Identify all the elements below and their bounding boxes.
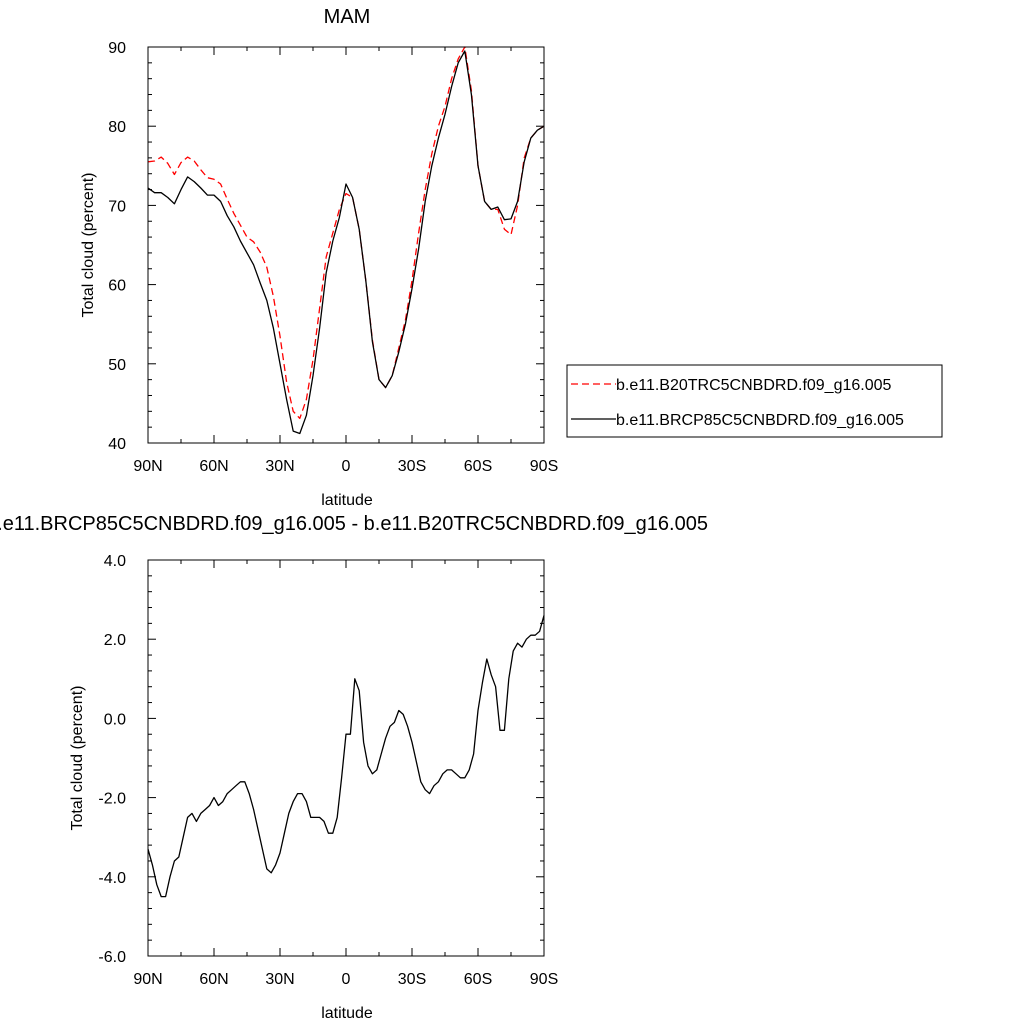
x-axis-label: latitude: [321, 492, 373, 509]
bottom-y-tick-label: 4.0: [104, 553, 126, 570]
chart-difference: b.e11.BRCP85C5CNBDRD.f09_g16.005 - b.e11…: [0, 513, 708, 1022]
top-x-tick-label: 30N: [265, 458, 294, 475]
legend: b.e11.B20TRC5CNBDRD.f09_g16.005 b.e11.BR…: [566, 364, 943, 438]
bottom-series-line-1: [147, 615, 545, 898]
top-y-tick-label: 80: [108, 119, 126, 136]
bottom-y-tick-label: 2.0: [104, 632, 126, 649]
bottom-y-tick-label: 0.0: [104, 711, 126, 728]
top-x-tick-label: 90S: [530, 458, 558, 475]
top-x-tick-label: 60N: [199, 458, 228, 475]
bottom-y-tick-label: -2.0: [98, 791, 126, 808]
chart-title: b.e11.BRCP85C5CNBDRD.f09_g16.005 - b.e11…: [0, 513, 708, 535]
legend-label-historical: b.e11.B20TRC5CNBDRD.f09_g16.005: [616, 377, 892, 394]
chart-title: MAM: [324, 6, 371, 28]
bottom-x-tick-label: 90S: [530, 971, 558, 988]
bottom-x-tick-label: 60S: [464, 971, 492, 988]
top-x-tick-label: 30S: [398, 458, 426, 475]
legend-box: [566, 364, 943, 438]
y-axis-label: Total cloud (percent): [80, 173, 97, 318]
legend-label-rcp85: b.e11.BRCP85C5CNBDRD.f09_g16.005: [616, 412, 904, 429]
top-x-tick-label: 90N: [133, 458, 162, 475]
top-y-tick-label: 50: [108, 357, 126, 374]
bottom-x-tick-label: 90N: [133, 971, 162, 988]
bottom-x-tick-label: 0: [342, 971, 351, 988]
top-y-tick-label: 40: [108, 436, 126, 453]
top-x-tick-label: 60S: [464, 458, 492, 475]
top-y-tick-label: 60: [108, 278, 126, 295]
bottom-x-tick-label: 60N: [199, 971, 228, 988]
x-axis-label: latitude: [321, 1005, 373, 1022]
bottom-y-tick-label: -6.0: [98, 949, 126, 966]
plot-frame: [147, 559, 545, 957]
top-series-line-2: [147, 50, 545, 435]
top-y-tick-label: 70: [108, 198, 126, 215]
plot-frame: [147, 46, 545, 444]
top-y-tick-label: 90: [108, 40, 126, 57]
chart-mam: MAM 90N 60N 30N 0 30S 60S 90S 40 50 60 70 80 90 Tota…: [80, 6, 943, 509]
top-x-tick-label: 0: [342, 458, 351, 475]
bottom-x-tick-label: 30S: [398, 971, 426, 988]
bottom-x-tick-label: 30N: [265, 971, 294, 988]
bottom-y-tick-label: -4.0: [98, 870, 126, 887]
top-series-line-1: [147, 46, 545, 420]
y-axis-label: Total cloud (percent): [69, 686, 86, 831]
